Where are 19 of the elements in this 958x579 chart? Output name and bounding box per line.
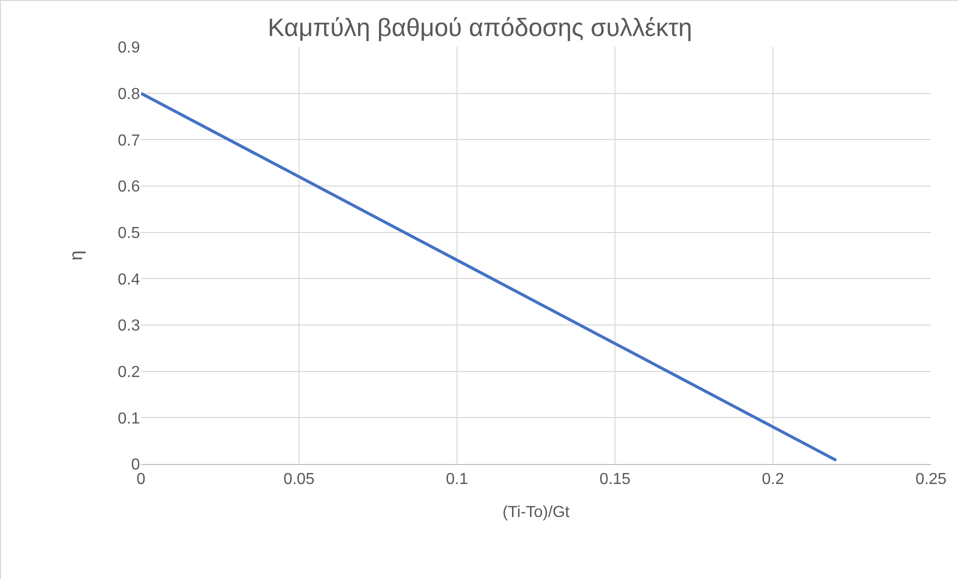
y-tick-label: 0.8 xyxy=(118,86,140,103)
y-tick-label: 0.7 xyxy=(118,132,140,150)
x-tick-label: 0.1 xyxy=(446,471,468,488)
y-tick-label: 0.5 xyxy=(118,224,140,242)
x-tick-label: 0.2 xyxy=(762,471,784,488)
y-tick-label: 0.2 xyxy=(118,364,140,381)
y-tick-label: 0.1 xyxy=(118,410,140,428)
x-tick-label: 0.15 xyxy=(599,471,631,488)
x-axis-title: (Ti-To)/Gt xyxy=(502,504,570,521)
y-axis-title: η xyxy=(66,250,86,261)
y-tick-label: 0.3 xyxy=(118,318,140,335)
y-tick-label: 0.4 xyxy=(118,271,140,288)
y-tick-label: 0.6 xyxy=(118,178,140,196)
line-series xyxy=(141,92,838,462)
y-tick-label: 0.9 xyxy=(118,40,140,57)
x-tick-label: 0.25 xyxy=(915,471,947,488)
x-tick-label: 0.05 xyxy=(283,471,315,488)
y-tick-label: 0 xyxy=(131,456,140,474)
chart-title: Καμπύλη βαθμού απόδοσης συλλέκτη xyxy=(268,14,692,42)
